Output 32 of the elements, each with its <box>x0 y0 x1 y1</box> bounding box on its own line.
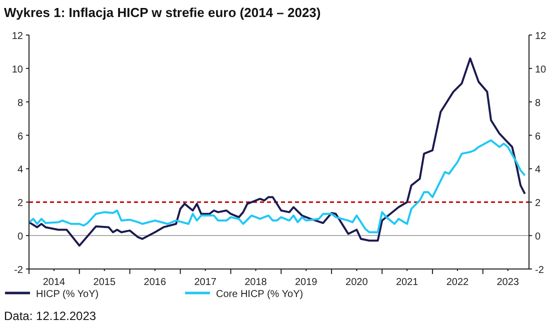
y2-tick-label: 8 <box>535 98 541 109</box>
y2-tick-label: 12 <box>535 31 547 42</box>
x-tick-label: 2018 <box>244 277 268 288</box>
x-tick-label: 2022 <box>446 277 470 288</box>
x-tick-label: 2019 <box>295 277 318 288</box>
y2-tick-label: 0 <box>535 232 541 243</box>
legend-label: Core HICP (% YoY) <box>216 289 304 300</box>
x-tick-label: 2016 <box>144 277 166 288</box>
y2-tick-label: 6 <box>535 131 541 142</box>
x-tick-label: 2017 <box>194 277 217 288</box>
y-tick-label: 8 <box>17 98 24 109</box>
y2-tick-label: 4 <box>535 164 541 176</box>
x-tick-label: 2015 <box>93 277 116 288</box>
y-tick-label: -2 <box>14 265 24 276</box>
y-tick-label: 4 <box>17 164 24 176</box>
line-series <box>28 57 526 247</box>
y-tick-label: 12 <box>12 31 24 42</box>
x-tick-label: 2014 <box>42 277 66 288</box>
legend-label: HICP (% YoY) <box>36 289 99 300</box>
y2-tick-label: 2 <box>535 198 541 210</box>
y2-tick-label: -2 <box>535 265 544 276</box>
y-tick-label: 6 <box>17 131 24 142</box>
x-tick-label: 2020 <box>346 277 368 288</box>
x-tick-label: 2023 <box>496 277 520 288</box>
y2-tick-label: 10 <box>535 64 547 76</box>
y-tick-label: 0 <box>17 232 24 243</box>
y-tick-label: 10 <box>12 64 24 76</box>
line-series <box>28 139 526 234</box>
x-tick-label: 2021 <box>396 277 419 288</box>
y-tick-label: 2 <box>17 198 24 210</box>
chart-title: Wykres 1: Inflacja HICP w strefie euro (2014 – 2023) <box>4 5 321 20</box>
text: Data: 12.12.2023 <box>4 309 96 323</box>
